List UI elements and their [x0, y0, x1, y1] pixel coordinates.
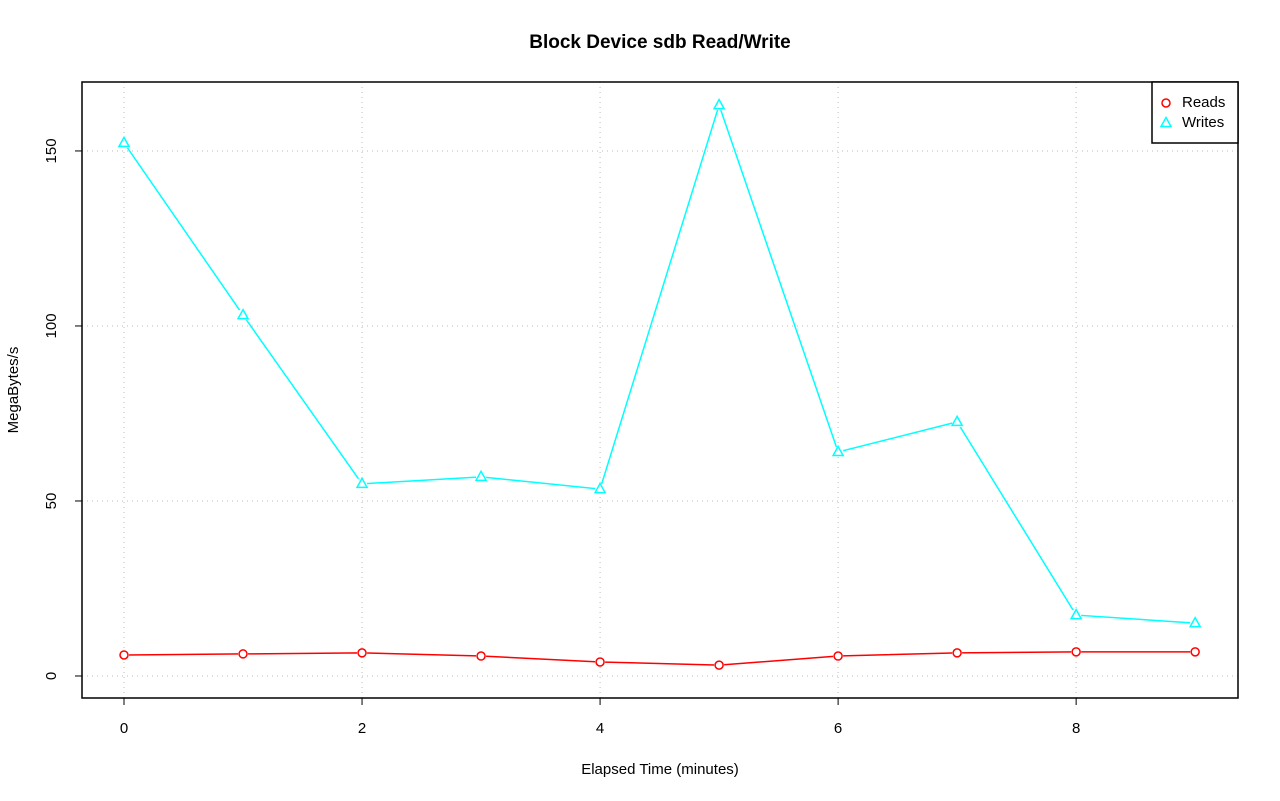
point-bg — [238, 310, 249, 321]
point — [833, 651, 843, 661]
x-tick-label: 0 — [120, 720, 128, 737]
point — [595, 657, 605, 667]
y-tick-label: 0 — [43, 672, 60, 680]
point-bg — [714, 660, 725, 671]
x-tick-label: 4 — [596, 720, 604, 737]
series-line — [123, 102, 1196, 624]
legend-label: Writes — [1182, 114, 1224, 131]
point-bg — [714, 100, 725, 111]
point — [1069, 608, 1083, 620]
point-bg — [476, 471, 487, 482]
point — [714, 660, 724, 670]
point — [238, 649, 248, 659]
point — [1161, 98, 1171, 108]
series-line — [124, 651, 1196, 666]
point-bg — [1071, 610, 1082, 621]
point — [119, 650, 129, 660]
point-bg — [1071, 646, 1082, 657]
point-bg — [595, 484, 606, 495]
point — [476, 651, 486, 661]
point-bg — [357, 647, 368, 658]
point-bg — [476, 651, 487, 662]
point — [950, 414, 964, 427]
point — [117, 135, 131, 148]
chart-title: Block Device sdb Read/Write — [529, 32, 791, 53]
point-bg — [595, 656, 606, 667]
point — [1188, 616, 1202, 628]
point — [1071, 647, 1081, 657]
x-tick-label: 8 — [1072, 720, 1080, 737]
y-tick-label: 100 — [43, 313, 60, 338]
point-bg — [952, 647, 963, 658]
point-bg — [833, 651, 844, 662]
legend-box — [1151, 81, 1239, 144]
legend-label: Reads — [1182, 94, 1225, 111]
x-tick-label: 6 — [834, 720, 842, 737]
point-bg — [119, 137, 130, 148]
point — [474, 469, 488, 482]
point-bg — [952, 416, 963, 427]
point-bg — [1190, 618, 1201, 629]
point-bg — [833, 446, 844, 457]
point — [952, 648, 962, 658]
point — [831, 444, 845, 457]
y-tick-label: 150 — [43, 138, 60, 163]
point-bg — [238, 648, 249, 659]
y-axis-label: MegaBytes/s — [5, 347, 22, 434]
point — [1190, 647, 1200, 657]
point — [1159, 115, 1173, 128]
x-axis-label: Elapsed Time (minutes) — [581, 761, 739, 778]
point — [357, 648, 367, 658]
point-bg — [357, 478, 368, 489]
point-bg — [119, 649, 130, 660]
point — [236, 308, 250, 320]
y-tick-label: 50 — [43, 493, 60, 510]
point — [593, 482, 607, 494]
point — [355, 476, 369, 489]
plot-frame — [81, 81, 1239, 699]
point-bg — [1190, 646, 1201, 657]
point — [712, 98, 726, 110]
x-tick-label: 2 — [358, 720, 366, 737]
